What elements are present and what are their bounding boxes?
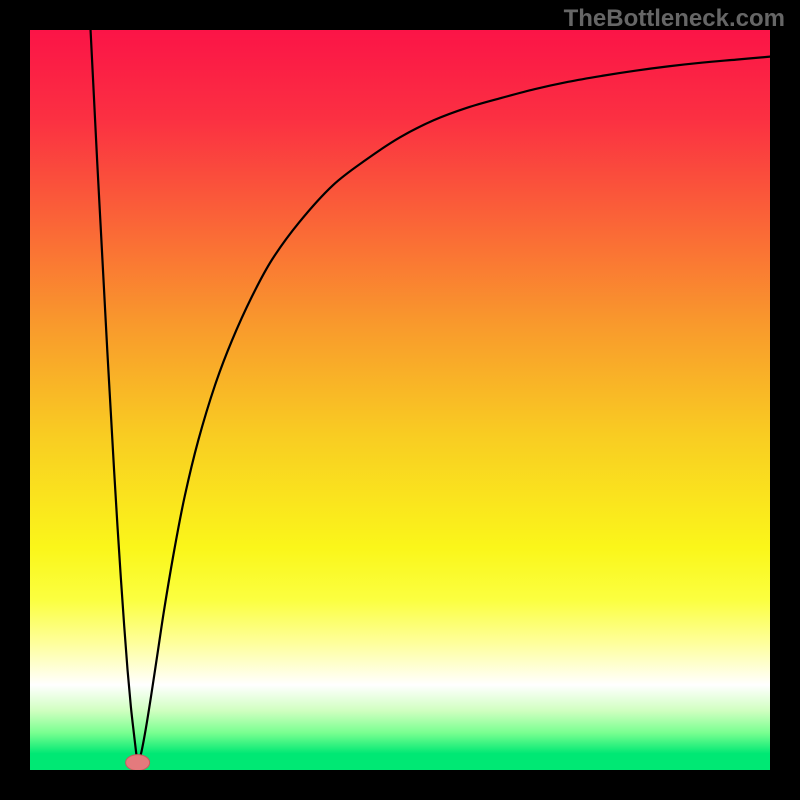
watermark-text: TheBottleneck.com [564, 5, 785, 32]
frame-border-right [770, 0, 800, 800]
bottleneck-chart: TheBottleneck.com [0, 0, 800, 800]
minimum-marker [126, 755, 150, 771]
frame-border-left [0, 0, 30, 800]
frame-border-bottom [0, 770, 800, 800]
chart-svg: TheBottleneck.com [0, 0, 800, 800]
gradient-background [30, 30, 770, 770]
